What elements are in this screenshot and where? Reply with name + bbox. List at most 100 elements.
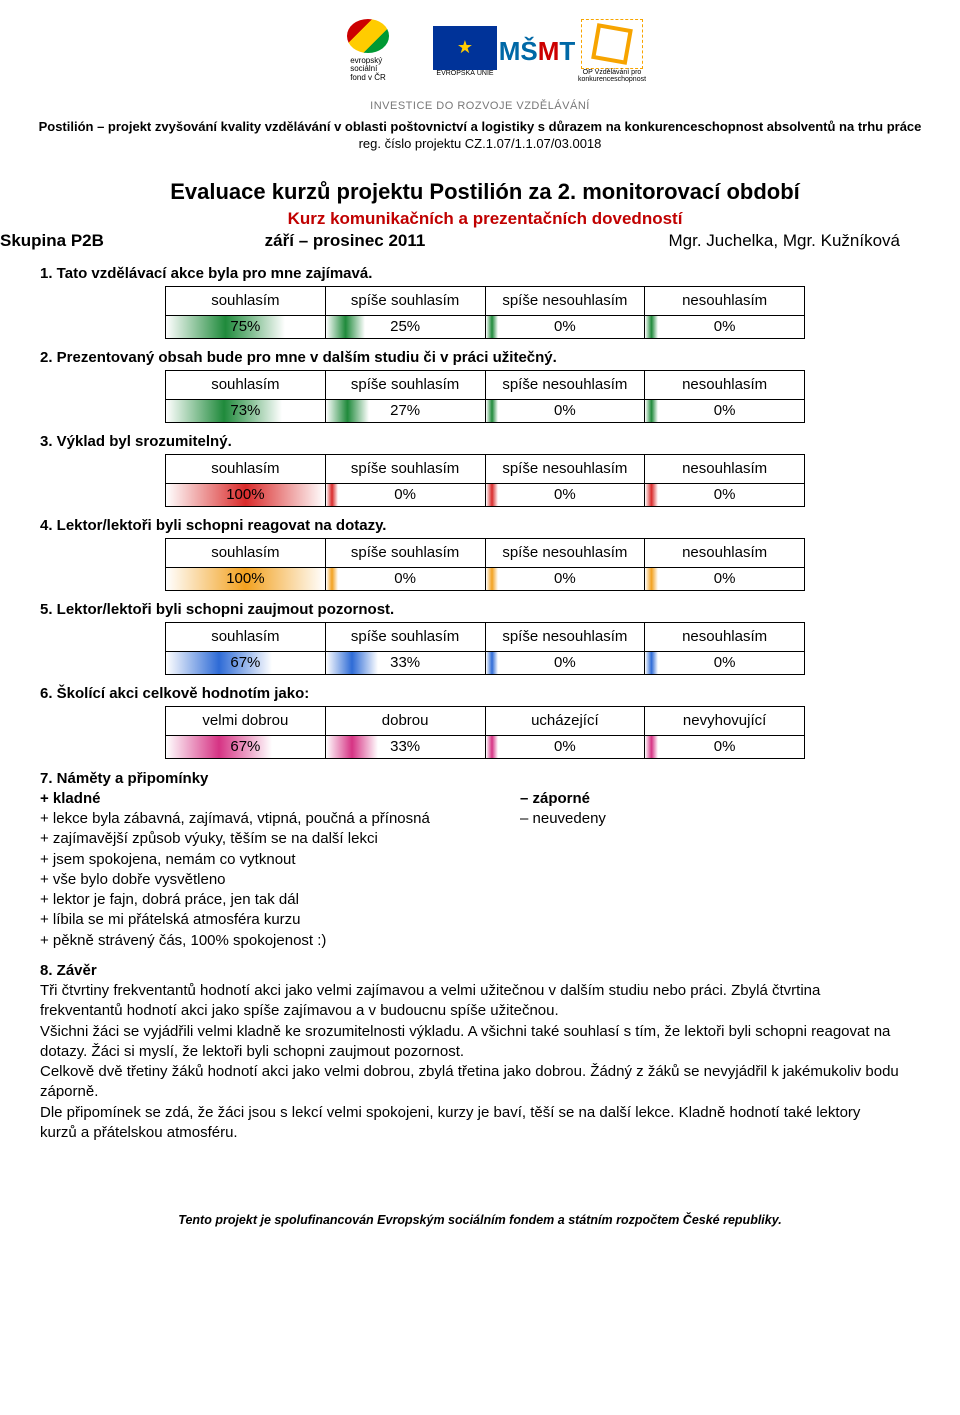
- bar-value: 67%: [166, 652, 325, 674]
- project-reg: reg. číslo projektu CZ.1.07/1.1.07/03.00…: [0, 136, 960, 151]
- msmt-logo: MŠMT: [507, 26, 567, 76]
- positive-item: + zajímavější způsob výuky, těším se na …: [40, 829, 520, 849]
- column-header: spíše nesouhlasím: [485, 286, 645, 315]
- msmt-text: MŠMT: [499, 36, 576, 67]
- column-header: nesouhlasím: [645, 538, 805, 567]
- bar-value: 0%: [645, 484, 804, 506]
- survey-table: souhlasímspíše souhlasímspíše nesouhlasí…: [165, 370, 805, 423]
- column-header: souhlasím: [166, 538, 326, 567]
- tagline: INVESTICE DO ROZVOJE VZDĚLÁVÁNÍ: [0, 100, 960, 112]
- column-header: spíše nesouhlasím: [485, 538, 645, 567]
- bar-cell: 0%: [485, 483, 645, 506]
- question-text: 3. Výklad byl srozumitelný.: [40, 433, 900, 450]
- footer-text: Tento projekt je spolufinancován Evropsk…: [0, 1213, 960, 1245]
- question-text: 4. Lektor/lektoři byli schopni reagovat …: [40, 517, 900, 534]
- bar-cell: 0%: [645, 651, 805, 674]
- bar-cell: 0%: [485, 735, 645, 758]
- column-header: spíše souhlasím: [325, 286, 485, 315]
- content: Evaluace kurzů projektu Postilión za 2. …: [0, 179, 960, 1144]
- bar-value: 0%: [486, 652, 645, 674]
- bar-value: 0%: [645, 736, 804, 758]
- conclusion-section: 8. Závěr Tři čtvrtiny frekventantů hodno…: [40, 961, 900, 1143]
- bar-cell: 0%: [645, 567, 805, 590]
- conclusion-line: Všichni žáci se vyjádřili velmi kladně k…: [40, 1022, 900, 1063]
- bar-value: 0%: [326, 484, 485, 506]
- bar-value: 67%: [166, 736, 325, 758]
- column-header: spíše souhlasím: [325, 538, 485, 567]
- opvk-shape-icon: [591, 23, 633, 65]
- negatives-label: – záporné: [520, 789, 900, 809]
- bar-cell: 67%: [166, 651, 326, 674]
- column-header: spíše nesouhlasím: [485, 454, 645, 483]
- opvk-text: OP Vzdělávání pro konkurenceschopnost: [577, 69, 647, 83]
- column-header: dobrou: [325, 706, 485, 735]
- bar-value: 75%: [166, 316, 325, 338]
- conclusion-body: Tři čtvrtiny frekventantů hodnotí akci j…: [40, 981, 900, 1143]
- group-label: Skupina P2B: [0, 231, 190, 251]
- opvk-logo: OP Vzdělávání pro konkurenceschopnost: [577, 19, 647, 83]
- questions-container: 1. Tato vzdělávací akce byla pro mne zaj…: [70, 265, 900, 759]
- bar-value: 0%: [326, 568, 485, 590]
- logo-strip: evropskýsociálnífond v ČR ★ EVROPSKÁ UNI…: [240, 6, 720, 96]
- positive-item: + jsem spokojena, nemám co vytknout: [40, 850, 520, 870]
- positive-item: + vše bylo dobře vysvětleno: [40, 870, 520, 890]
- question-text: 6. Školící akci celkově hodnotím jako:: [40, 685, 900, 702]
- positives-list: + lekce byla zábavná, zajímavá, vtipná, …: [40, 809, 520, 951]
- column-header: nesouhlasím: [645, 286, 805, 315]
- column-header: spíše souhlasím: [325, 622, 485, 651]
- survey-table: souhlasímspíše souhlasímspíše nesouhlasí…: [165, 286, 805, 339]
- bar-cell: 27%: [325, 399, 485, 422]
- bar-cell: 0%: [645, 315, 805, 338]
- survey-table: souhlasímspíše souhlasímspíše nesouhlasí…: [165, 454, 805, 507]
- positive-item: + lekce byla zábavná, zajímavá, vtipná, …: [40, 809, 520, 829]
- bar-value: 0%: [645, 316, 804, 338]
- bar-value: 73%: [166, 400, 325, 422]
- column-header: spíše nesouhlasím: [485, 370, 645, 399]
- column-header: ucházející: [485, 706, 645, 735]
- bar-cell: 0%: [645, 483, 805, 506]
- page-title: Evaluace kurzů projektu Postilión za 2. …: [70, 179, 900, 205]
- column-header: souhlasím: [166, 370, 326, 399]
- bar-cell: 33%: [325, 735, 485, 758]
- conclusion-heading: 8. Závěr: [40, 961, 900, 981]
- column-header: souhlasím: [166, 622, 326, 651]
- column-header: nesouhlasím: [645, 370, 805, 399]
- bar-value: 0%: [486, 400, 645, 422]
- bar-cell: 100%: [166, 567, 326, 590]
- positive-item: + pěkně strávený čás, 100% spokojenost :…: [40, 931, 520, 951]
- column-header: spíše souhlasím: [325, 454, 485, 483]
- bar-value: 0%: [486, 568, 645, 590]
- comments-heading: 7. Náměty a připomínky: [40, 769, 520, 789]
- question-text: 1. Tato vzdělávací akce byla pro mne zaj…: [40, 265, 900, 282]
- conclusion-line: Tři čtvrtiny frekventantů hodnotí akci j…: [40, 981, 900, 1022]
- bar-cell: 33%: [325, 651, 485, 674]
- conclusion-line: Dle připomínek se zdá, že žáci jsou s le…: [40, 1103, 900, 1144]
- bar-value: 27%: [326, 400, 485, 422]
- comments-section: 7. Náměty a připomínky + kladné – záporn…: [40, 769, 900, 951]
- bar-cell: 0%: [325, 483, 485, 506]
- column-header: nesouhlasím: [645, 622, 805, 651]
- column-header: nevyhovující: [645, 706, 805, 735]
- conclusion-line: Celkově dvě třetiny žáků hodnotí akci ja…: [40, 1062, 900, 1103]
- survey-table: souhlasímspíše souhlasímspíše nesouhlasí…: [165, 622, 805, 675]
- bar-value: 0%: [645, 652, 804, 674]
- column-header: velmi dobrou: [166, 706, 326, 735]
- bar-cell: 25%: [325, 315, 485, 338]
- positive-item: + lektor je fajn, dobrá práce, jen tak d…: [40, 890, 520, 910]
- bar-value: 0%: [486, 736, 645, 758]
- question-text: 5. Lektor/lektoři byli schopni zaujmout …: [40, 601, 900, 618]
- bar-cell: 0%: [645, 735, 805, 758]
- survey-table: souhlasímspíše souhlasímspíše nesouhlasí…: [165, 538, 805, 591]
- negatives-text: – neuvedeny: [520, 809, 900, 829]
- eu-text: EVROPSKÁ UNIE: [436, 70, 493, 77]
- course-subtitle: Kurz komunikačních a prezentačních doved…: [70, 209, 900, 229]
- esf-text: evropskýsociálnífond v ČR: [350, 57, 386, 83]
- question-text: 2. Prezentovaný obsah bude pro mne v dal…: [40, 349, 900, 366]
- bar-cell: 0%: [645, 399, 805, 422]
- bar-cell: 0%: [485, 399, 645, 422]
- project-title: Postilión – projekt zvyšování kvality vz…: [0, 118, 960, 136]
- bar-value: 0%: [645, 568, 804, 590]
- bar-cell: 0%: [325, 567, 485, 590]
- positives-label: + kladné: [40, 789, 520, 809]
- column-header: spíše souhlasím: [325, 370, 485, 399]
